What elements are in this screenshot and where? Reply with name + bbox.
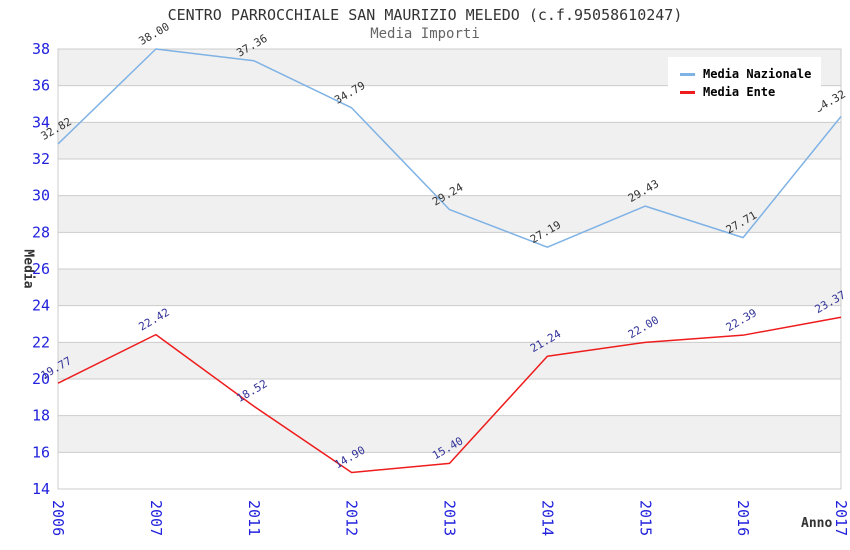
x-tick-label: 2014 xyxy=(538,500,556,536)
x-tick-label: 2012 xyxy=(343,500,361,536)
plot-band xyxy=(58,415,841,453)
x-tick-label: 2013 xyxy=(441,500,459,536)
x-tick-label: 2015 xyxy=(636,500,654,536)
x-tick-label: 2006 xyxy=(49,500,67,536)
x-tick-label: 2011 xyxy=(245,500,263,536)
y-tick-label: 32 xyxy=(32,150,50,168)
plot-band xyxy=(58,342,841,379)
y-axis-title: Media xyxy=(20,249,36,289)
plot-band xyxy=(58,269,841,306)
y-tick-label: 22 xyxy=(32,333,50,351)
series-line-media-ente xyxy=(57,316,842,474)
legend: Media Nazionale Media Ente xyxy=(668,57,822,109)
plot-band xyxy=(58,122,841,159)
legend-label-media-nazionale: Media Nazionale xyxy=(703,67,812,81)
legend-item-media-nazionale: Media Nazionale xyxy=(680,67,811,81)
legend-item-media-ente: Media Ente xyxy=(680,85,811,99)
legend-swatch-media-nazionale xyxy=(680,72,695,76)
y-tick-label: 26 xyxy=(32,260,50,278)
series-line-media-nazionale xyxy=(57,48,842,248)
x-tick-label: 2016 xyxy=(734,500,752,536)
plot-bands xyxy=(58,49,841,453)
plot-frame xyxy=(57,48,842,490)
legend-label-media-ente: Media Ente xyxy=(703,85,776,99)
y-tick-label: 38 xyxy=(32,40,50,58)
x-axis-title: Anno xyxy=(801,516,833,531)
y-tick-label: 28 xyxy=(32,223,50,241)
y-tick-label: 34 xyxy=(32,113,50,131)
y-tick-labels: 14 16 18 20 22 24 26 28 30 32 34 36 38 xyxy=(32,40,50,498)
y-tick-label: 20 xyxy=(32,370,50,388)
y-tick-label: 16 xyxy=(32,443,50,461)
y-tick-label: 30 xyxy=(32,187,50,205)
x-tick-labels: 2006 2007 2011 2012 2013 2014 2015 2016 2017 xyxy=(49,500,850,536)
y-tick-label: 24 xyxy=(32,297,50,315)
y-tick-label: 36 xyxy=(32,77,50,95)
point-label: 38.00 xyxy=(137,20,172,48)
x-tick-label: 2017 xyxy=(832,500,850,536)
chart-subtitle: Media Importi xyxy=(370,26,480,42)
chart-title: CENTRO PARROCCHIALE SAN MAURIZIO MELEDO … xyxy=(167,6,683,24)
x-tick-label: 2007 xyxy=(147,500,165,536)
y-tick-label: 18 xyxy=(32,407,50,425)
legend-swatch-media-ente xyxy=(680,90,695,94)
y-tick-label: 14 xyxy=(32,480,50,498)
plot-band xyxy=(58,195,841,233)
